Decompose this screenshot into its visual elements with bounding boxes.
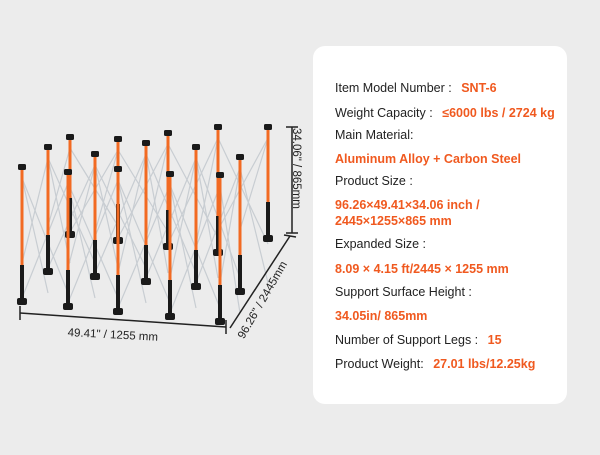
leg-foot bbox=[141, 278, 151, 285]
leg-top-cap bbox=[114, 166, 122, 172]
leg-top-cap bbox=[236, 154, 244, 160]
leg-top-cap bbox=[264, 124, 272, 130]
leg-top-cap bbox=[18, 164, 26, 170]
brace bbox=[195, 157, 219, 279]
leg-foot bbox=[215, 318, 225, 325]
leg-foot bbox=[63, 303, 73, 310]
brace bbox=[94, 153, 147, 274]
brace bbox=[195, 137, 219, 245]
width-dimension-line bbox=[19, 312, 227, 328]
spec-weight-row: Product Weight: 27.01 lbs/12.25kg bbox=[335, 357, 535, 371]
spec-size-value-line2: 2445×1255×865 mm bbox=[335, 214, 452, 228]
brace bbox=[219, 167, 241, 284]
leg-top-cap bbox=[192, 144, 200, 150]
brace bbox=[94, 164, 147, 269]
leg-foot bbox=[235, 288, 245, 295]
brace bbox=[21, 177, 49, 294]
brace bbox=[21, 177, 69, 294]
support-legs bbox=[17, 124, 273, 325]
leg-top-cap bbox=[114, 136, 122, 142]
sawhorse-drawing bbox=[17, 124, 298, 334]
spec-legs-row: Number of Support Legs : 15 bbox=[335, 333, 502, 347]
brace bbox=[239, 167, 269, 284]
brace bbox=[67, 182, 96, 299]
spec-surface-label: Support Surface Height : bbox=[335, 285, 472, 299]
spec-legs-value: 15 bbox=[487, 333, 502, 347]
leg-top-cap bbox=[166, 171, 174, 177]
spec-capacity-label: Weight Capacity : bbox=[335, 106, 433, 120]
spec-surface-value: 34.05in/ 865mm bbox=[335, 309, 428, 323]
spec-expanded-label: Expanded Size : bbox=[335, 237, 427, 251]
leg-top-cap bbox=[66, 134, 74, 140]
brace bbox=[94, 164, 119, 269]
brace bbox=[167, 137, 219, 245]
spec-legs-label: Number of Support Legs : bbox=[335, 333, 479, 347]
height-dimension-label: 34.06" / 865mm bbox=[290, 128, 302, 209]
brace bbox=[117, 153, 147, 274]
leg-foot bbox=[113, 308, 123, 315]
leg-foot bbox=[17, 298, 27, 305]
sawhorse-illustration: 49.41" / 1255 mm 96.26" / 2445mm 34.06" … bbox=[17, 124, 302, 344]
leg-foot bbox=[191, 283, 201, 290]
leg-foot bbox=[165, 313, 175, 320]
brace bbox=[217, 137, 269, 245]
spec-model-row: Item Model Number : SNT-6 bbox=[335, 81, 497, 95]
spec-expanded-value: 8.09 × 4.15 ft/2445 × 1255 mm bbox=[335, 262, 509, 276]
spec-model-value: SNT-6 bbox=[461, 81, 497, 95]
spec-capacity-row: Weight Capacity : ≤6000 lbs / 2724 kg bbox=[335, 106, 555, 120]
brace bbox=[217, 137, 269, 231]
leg-foot bbox=[43, 268, 53, 275]
spec-weight-label: Product Weight: bbox=[335, 357, 424, 371]
spec-size-value-line1: 96.26×49.41×34.06 inch / bbox=[335, 198, 480, 212]
brace bbox=[47, 157, 71, 264]
brace bbox=[239, 137, 269, 231]
brace bbox=[169, 157, 197, 279]
leg-top-cap bbox=[91, 151, 99, 157]
leg-top-cap bbox=[214, 124, 222, 130]
spec-weight-value: 27.01 lbs/12.25kg bbox=[433, 357, 536, 371]
brace bbox=[117, 143, 169, 239]
spec-material-value: Aluminum Alloy + Carbon Steel bbox=[335, 152, 522, 166]
depth-dimension-tick-top bbox=[283, 234, 297, 238]
spec-capacity-value: ≤6000 lbs / 2724 kg bbox=[442, 106, 555, 120]
brace bbox=[47, 147, 71, 227]
depth-dimension-line bbox=[229, 235, 291, 329]
leg-top-cap bbox=[64, 169, 72, 175]
brace bbox=[21, 157, 49, 264]
spec-size-label: Product Size : bbox=[335, 174, 413, 188]
brace bbox=[94, 149, 119, 233]
spec-model-label: Item Model Number : bbox=[335, 81, 452, 95]
brace bbox=[21, 182, 69, 299]
brace bbox=[145, 143, 169, 239]
dimension-lines bbox=[19, 126, 298, 334]
leg-top-cap bbox=[216, 172, 224, 178]
leg-top-cap bbox=[142, 140, 150, 146]
leg-foot bbox=[263, 235, 273, 242]
brace bbox=[145, 153, 169, 274]
brace bbox=[67, 164, 96, 269]
spec-material-label: Main Material: bbox=[335, 128, 414, 142]
leg-top-cap bbox=[164, 130, 172, 136]
leg-foot bbox=[90, 273, 100, 280]
spec-card: Item Model Number : SNT-6 Weight Capacit… bbox=[313, 46, 567, 404]
leg-top-cap bbox=[44, 144, 52, 150]
